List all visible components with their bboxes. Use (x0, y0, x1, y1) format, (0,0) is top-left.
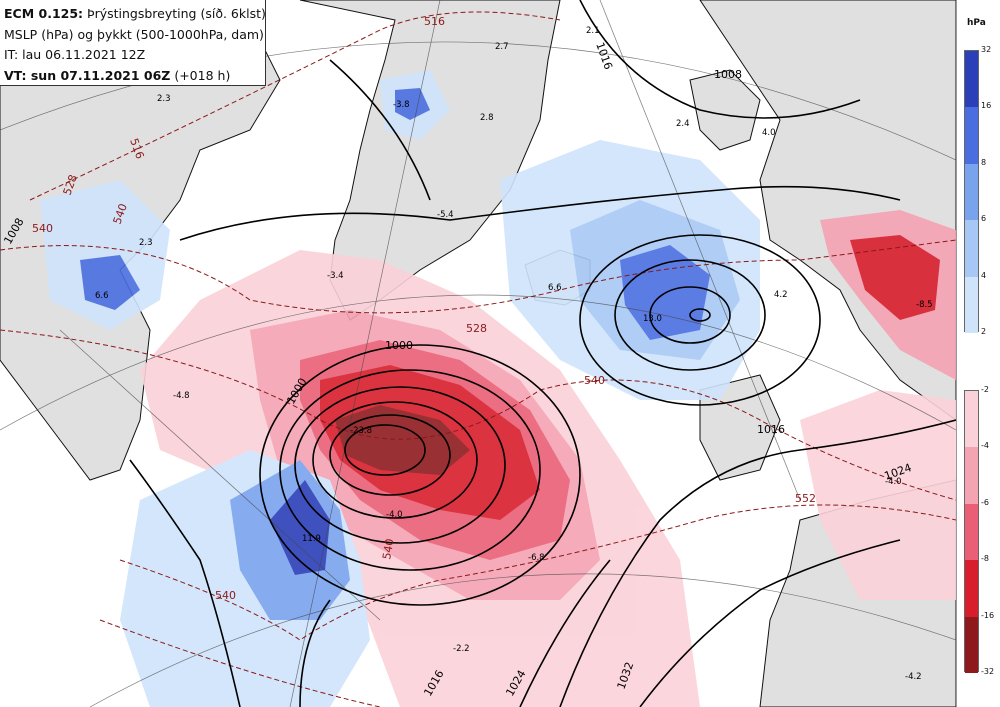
fall-area-east (800, 390, 956, 600)
legend-bar-fall (964, 390, 979, 673)
legend-color-swatch (965, 107, 978, 164)
legend-tick-label: -4 (981, 441, 989, 451)
legend-color-swatch (965, 560, 978, 617)
legend-tick-label: 2 (981, 327, 987, 336)
legend-tick-label: -6 (981, 497, 989, 507)
land-svalbard (689, 69, 761, 151)
legend-color-swatch (965, 163, 978, 221)
change-value: -3.8 (393, 100, 410, 110)
legend-tick-label: -8 (981, 554, 989, 564)
change-value: -4.8 (173, 391, 190, 401)
thickness-label: 540 (584, 374, 605, 387)
change-value: -4.0 (885, 477, 902, 487)
legend-color-swatch (965, 220, 978, 277)
thickness-contours (0, 11, 956, 707)
change-value: -8.5 (916, 300, 933, 310)
fall-area-scandinavia-core (850, 235, 940, 320)
legend-color-swatch (965, 276, 978, 333)
weather-map: 1000 1000 1008 1008 1016 1016 1016 1024 … (0, 0, 956, 707)
legend-tick-label: 6 (981, 214, 987, 224)
fall-area-core (335, 405, 470, 475)
valid-time-line: VT: sun 07.11.2021 06Z (+018 h) (4, 66, 265, 87)
change-value: 4.2 (774, 290, 788, 300)
legend-tick-label: -2 (981, 385, 989, 394)
change-value: 2.3 (157, 94, 171, 104)
title-text: Þrýstingsbreyting (síð. 6klst) (83, 6, 266, 21)
legend-color-swatch (965, 616, 978, 673)
model-name: ECM 0.125: (4, 6, 84, 21)
rise-area-labrador (40, 180, 170, 330)
change-value: -4.0 (386, 510, 403, 520)
thickness-label: 540 (215, 589, 236, 602)
rise-area-greenland-core (395, 88, 430, 120)
rise-area-west-core (270, 480, 330, 575)
init-time: IT: lau 06.11.2021 12Z (4, 47, 146, 62)
change-value: 4.0 (762, 128, 776, 138)
forecast-offset: (+018 h) (170, 67, 231, 83)
change-value: 6.6 (548, 283, 562, 293)
change-value: -2.2 (453, 644, 470, 654)
map-info-box: ECM 0.125: Þrýstingsbreyting (síð. 6klst… (0, 0, 266, 86)
legend-bar-rise (964, 50, 979, 333)
change-value: -3.4 (327, 271, 344, 281)
thickness-label: 516 (424, 15, 445, 28)
title-line: ECM 0.125: Þrýstingsbreyting (síð. 6klst… (4, 4, 266, 25)
change-value: -23.8 (350, 426, 372, 436)
legend-color-swatch (965, 51, 978, 108)
legend-color-swatch (965, 447, 978, 504)
legend-color-swatch (965, 391, 978, 448)
legend-tick-label: 4 (981, 270, 987, 280)
isobar-label: 1000 (385, 339, 413, 352)
legend-tick-label: 16 (981, 101, 992, 111)
legend-tick-label: -32 (981, 667, 995, 676)
isobar-label: 1008 (714, 68, 742, 81)
legend-tick-label: -16 (981, 610, 995, 620)
legend-unit: hPa (967, 18, 986, 28)
change-value: -6.8 (528, 553, 545, 563)
change-value: -4.2 (905, 672, 922, 682)
legend-tick-label: 32 (981, 45, 992, 54)
legend-color-swatch (965, 503, 978, 561)
change-value: 6.6 (95, 291, 109, 301)
thickness-label: 540 (380, 538, 396, 561)
thickness-label: 540 (32, 222, 53, 235)
change-value: 13.0 (643, 314, 662, 324)
change-value: 2.7 (495, 42, 509, 52)
change-value: 2.8 (480, 113, 494, 123)
valid-time: VT: sun 07.11.2021 06Z (4, 67, 171, 83)
color-legend: hPa 32 16 8 6 4 2 -2 -4 -6 -8 -16 -32 (956, 0, 1000, 707)
change-value: -5.4 (437, 210, 454, 220)
legend-tick-label: 8 (981, 157, 987, 167)
thickness-label: 528 (466, 322, 487, 335)
change-value: 2.4 (676, 119, 690, 129)
subtitle-line: MSLP (hPa) og þykkt (500-1000hPa, dam) (4, 26, 264, 42)
change-value: 11.9 (302, 534, 321, 544)
change-value: 2.1 (586, 26, 600, 36)
thickness-label: 552 (795, 492, 816, 505)
change-value: 2.3 (139, 238, 153, 248)
pressure-change-values: 2.3 2.7 2.1 -3.8 2.8 2.4 4.0 2.3 -3.4 6.… (95, 26, 933, 682)
rise-area-labrador-core (80, 255, 140, 310)
isobar-label: 1016 (757, 423, 785, 436)
isobars (129, 0, 956, 707)
